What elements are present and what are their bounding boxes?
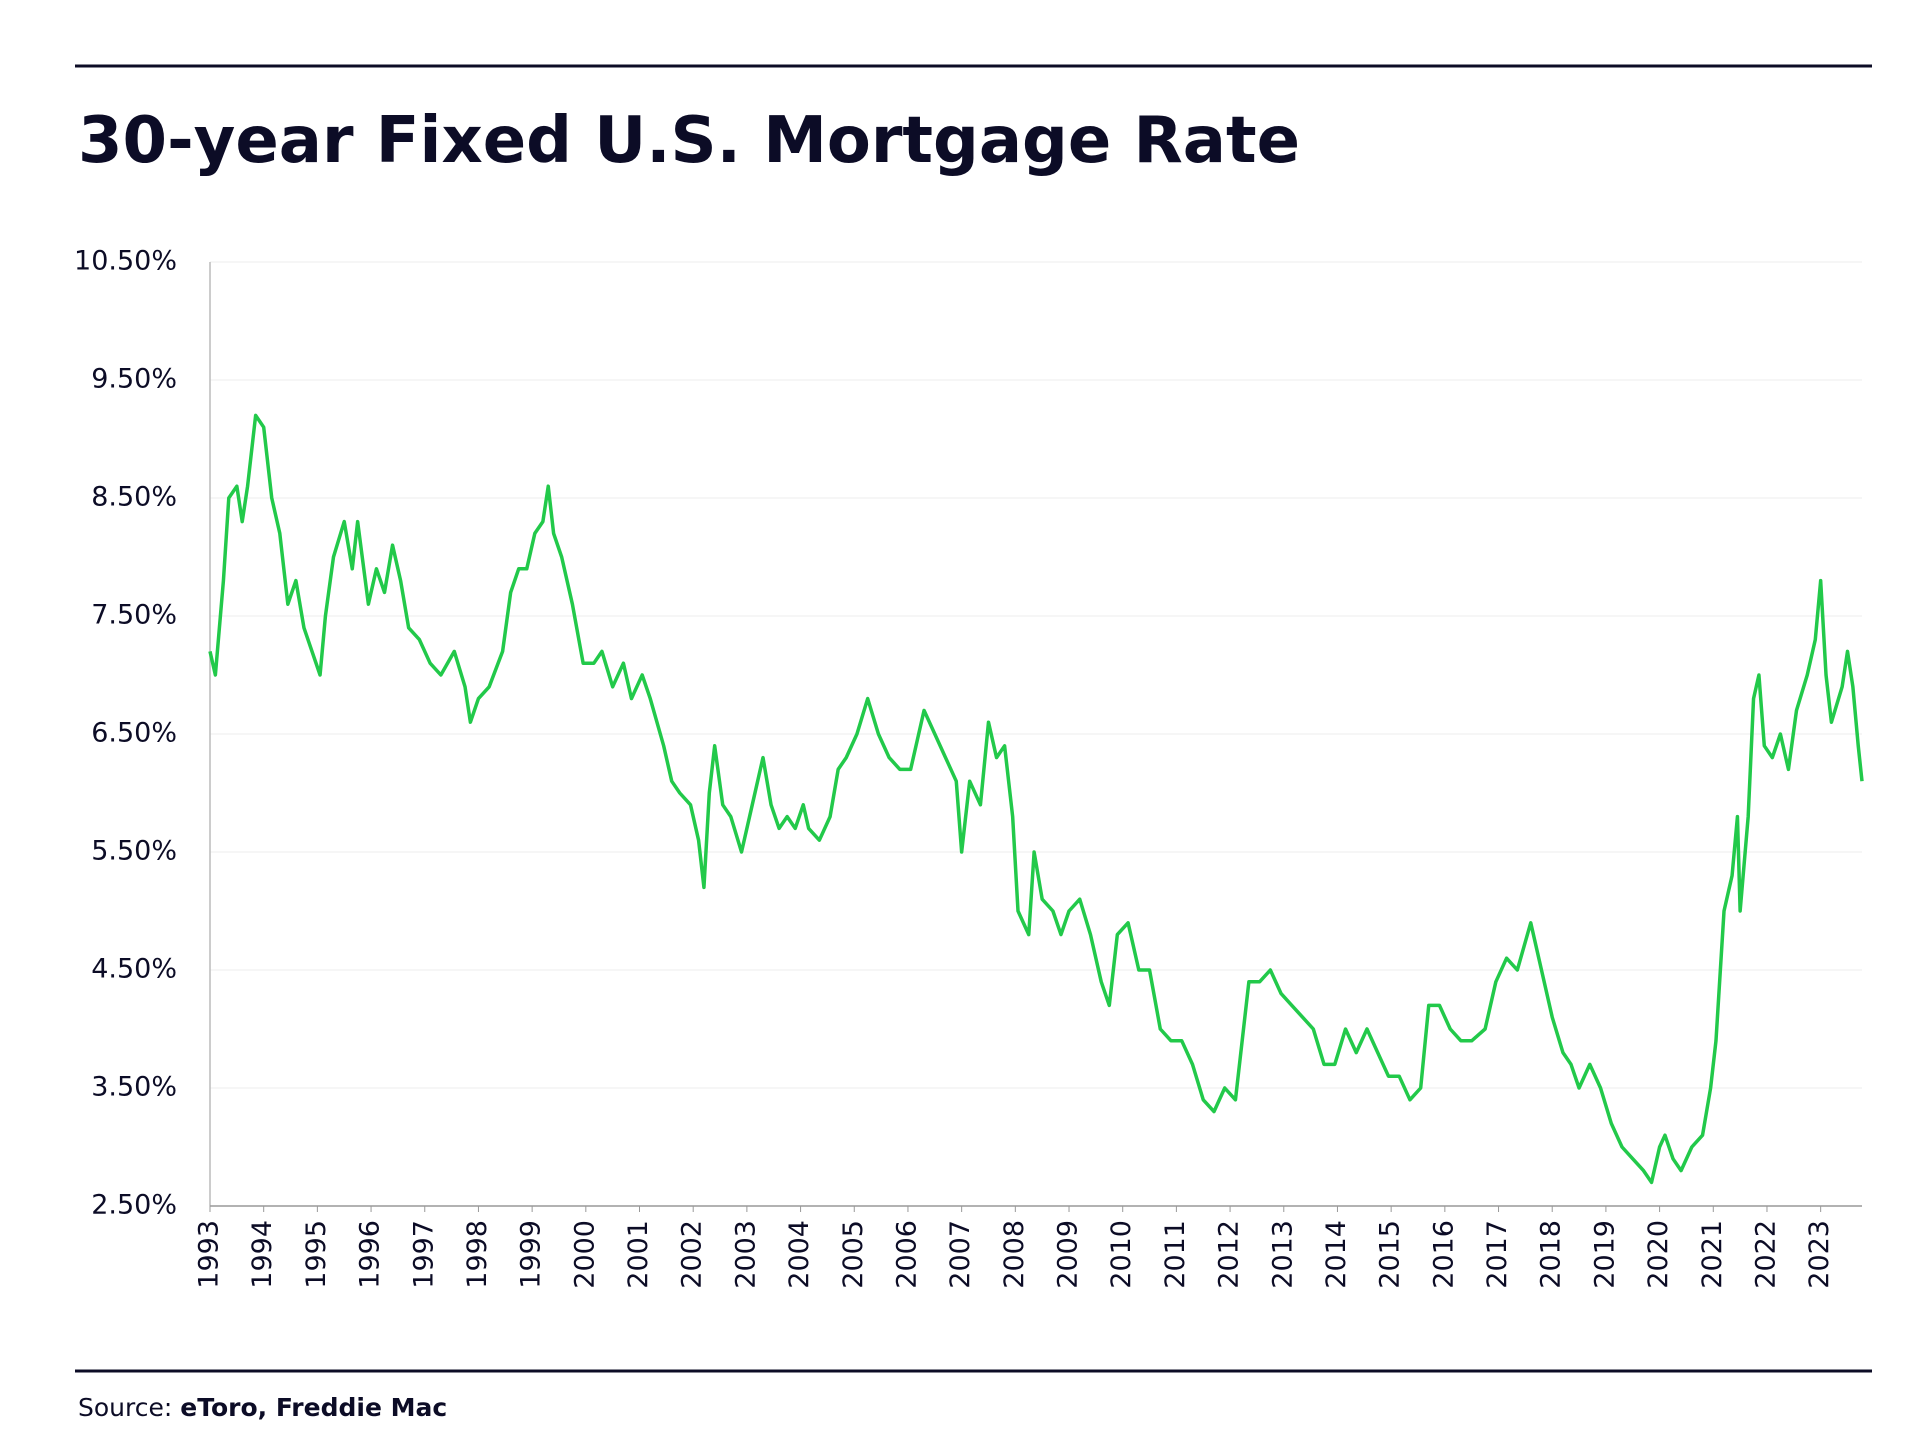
x-tick-label: 1999 bbox=[516, 1220, 547, 1289]
x-tick-label: 2016 bbox=[1428, 1220, 1459, 1289]
x-tick-label: 2014 bbox=[1321, 1220, 1352, 1289]
x-tick-label: 2021 bbox=[1697, 1220, 1728, 1289]
x-tick-label: 2003 bbox=[730, 1220, 761, 1289]
x-tick-label: 2020 bbox=[1643, 1220, 1674, 1289]
x-tick-label: 2019 bbox=[1589, 1220, 1620, 1289]
x-tick-label: 2017 bbox=[1482, 1220, 1513, 1289]
x-tick-label: 1993 bbox=[194, 1220, 225, 1289]
x-tick-label: 1998 bbox=[462, 1220, 493, 1289]
x-tick-label: 2023 bbox=[1804, 1220, 1835, 1289]
x-tick-label: 2001 bbox=[623, 1220, 654, 1289]
x-tick-label: 2005 bbox=[838, 1220, 869, 1289]
chart-title: 30-year Fixed U.S. Mortgage Rate bbox=[78, 104, 1300, 178]
y-tick-label: 2.50% bbox=[91, 1190, 177, 1221]
x-tick-label: 1995 bbox=[301, 1220, 332, 1289]
y-tick-label: 9.50% bbox=[91, 364, 177, 395]
x-tick-label: 1997 bbox=[408, 1220, 439, 1289]
x-tick-label: 2015 bbox=[1375, 1220, 1406, 1289]
y-tick-label: 4.50% bbox=[91, 954, 177, 985]
x-tick-label: 2012 bbox=[1214, 1220, 1245, 1289]
y-tick-label: 10.50% bbox=[74, 246, 177, 277]
y-tick-label: 7.50% bbox=[91, 600, 177, 631]
y-tick-label: 3.50% bbox=[91, 1072, 177, 1103]
y-tick-label: 6.50% bbox=[91, 718, 177, 749]
x-tick-label: 2013 bbox=[1267, 1220, 1298, 1289]
x-tick-label: 2004 bbox=[784, 1220, 815, 1289]
x-tick-label: 2007 bbox=[945, 1220, 976, 1289]
x-tick-label: 1994 bbox=[247, 1220, 278, 1289]
source: Source: eToro, Freddie Mac bbox=[78, 1393, 447, 1422]
x-tick-label: 2022 bbox=[1750, 1220, 1781, 1289]
y-tick-label: 5.50% bbox=[91, 836, 177, 867]
x-tick-label: 2006 bbox=[891, 1220, 922, 1289]
source-label: Source: bbox=[78, 1393, 172, 1422]
x-tick-label: 2008 bbox=[999, 1220, 1030, 1289]
x-tick-label: 2009 bbox=[1053, 1220, 1084, 1289]
x-tick-label: 2011 bbox=[1160, 1220, 1191, 1289]
x-tick-label: 2000 bbox=[569, 1220, 600, 1289]
x-tick-label: 1996 bbox=[355, 1220, 386, 1289]
x-tick-label: 2002 bbox=[677, 1220, 708, 1289]
data-line bbox=[208, 413, 1864, 1185]
x-tick-label: 2010 bbox=[1106, 1220, 1137, 1289]
source-name: eToro, Freddie Mac bbox=[180, 1393, 447, 1422]
x-tick-label: 2018 bbox=[1536, 1220, 1567, 1289]
y-tick-label: 8.50% bbox=[91, 482, 177, 513]
